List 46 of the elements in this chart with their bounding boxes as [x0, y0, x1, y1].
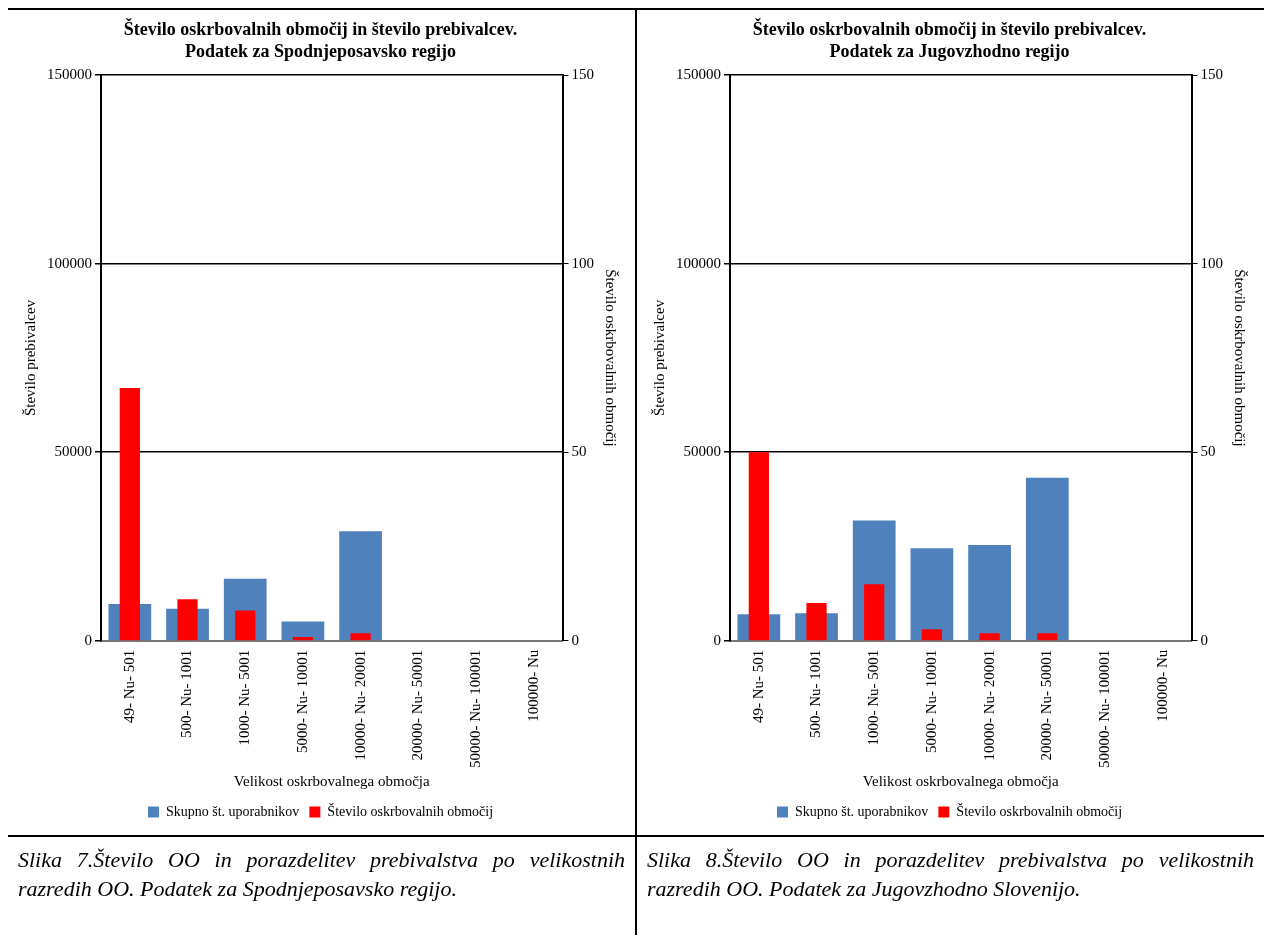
x-tick-label: 5000- Nu- 10001 [922, 649, 939, 754]
x-tick-label: 5000- Nu- 10001 [293, 649, 310, 754]
y-tick-label: 50000 [54, 443, 92, 460]
y-axis-title: Število prebivalcev [650, 299, 667, 417]
y-tick-label: 100000 [47, 254, 92, 271]
y2-tick-label: 0 [571, 631, 579, 648]
legend-label: Skupno št. uporabnikov [794, 803, 929, 819]
x-tick-label: 100000- Nu [524, 649, 541, 722]
y-tick-label: 100000 [676, 254, 721, 271]
legend-label: Število oskrbovalnih območij [956, 802, 1123, 819]
y2-tick-label: 50 [571, 443, 587, 460]
x-axis-title: Velikost oskrbovalnega območja [862, 772, 1059, 789]
x-tick-label: 100000- Nu [1153, 649, 1170, 722]
y2-tick-label: 100 [571, 254, 594, 271]
text: Slika 8.Število OO in porazdelitev prebivalstva po velikostnih razredih OO. Podatek za Jugovzhodno Slovenijo. [647, 846, 1254, 903]
y2-tick-label: 100 [1200, 254, 1223, 271]
x-tick-label: 500- Nu- 1001 [807, 649, 824, 739]
y2-tick-label: 0 [1200, 631, 1208, 648]
y-tick-label: 150000 [676, 66, 721, 83]
legend-label: Število oskrbovalnih območij [327, 802, 494, 819]
x-axis-title: Velikost oskrbovalnega območja [233, 772, 430, 789]
y-axis-title: Število prebivalcev [21, 299, 38, 417]
x-tick-label: 50000- Nu- 100001 [466, 649, 483, 769]
x-tick-label: 10000- Nu- 20001 [351, 649, 368, 761]
x-tick-label: 500- Nu- 1001 [178, 649, 195, 739]
y2-tick-label: 150 [1200, 66, 1223, 83]
x-tick-label: 1000- Nu- 5001 [236, 649, 253, 746]
y2-tick-label: 150 [571, 66, 594, 83]
y2-axis-title: Število oskrbovalnih območij [603, 269, 620, 447]
y-tick-label: 0 [713, 631, 721, 648]
legend-label: Skupno št. uporabnikov [165, 803, 300, 819]
y-tick-label: 150000 [47, 66, 92, 83]
chart-title: Število oskrbovalnih območij in število prebivalcev. Podatek za Spodnjeposavsko regijo [123, 18, 518, 62]
y-tick-label: 50000 [683, 443, 721, 460]
text: Slika 7.Število OO in porazdelitev prebivalstva po velikostnih razredih OO. Podatek za Spodnjeposavsko regijo. [18, 846, 625, 903]
x-tick-label: 10000- Nu- 20001 [980, 649, 997, 761]
x-tick-label: 50000- Nu- 100001 [1095, 649, 1112, 769]
x-tick-label: 49- Nu- 501 [120, 649, 137, 724]
y-tick-label: 0 [84, 631, 92, 648]
x-tick-label: 20000- Nu- 50001 [1038, 649, 1055, 761]
chart-title: Število oskrbovalnih območij in število prebivalcev. Podatek za Jugovzhodno regijo [752, 18, 1147, 62]
x-tick-label: 1000- Nu- 5001 [865, 649, 882, 746]
y2-axis-title: Število oskrbovalnih območij [1232, 269, 1249, 447]
x-tick-label: 20000- Nu- 50001 [409, 649, 426, 761]
x-tick-label: 49- Nu- 501 [749, 649, 766, 724]
y2-tick-label: 50 [1200, 443, 1216, 460]
